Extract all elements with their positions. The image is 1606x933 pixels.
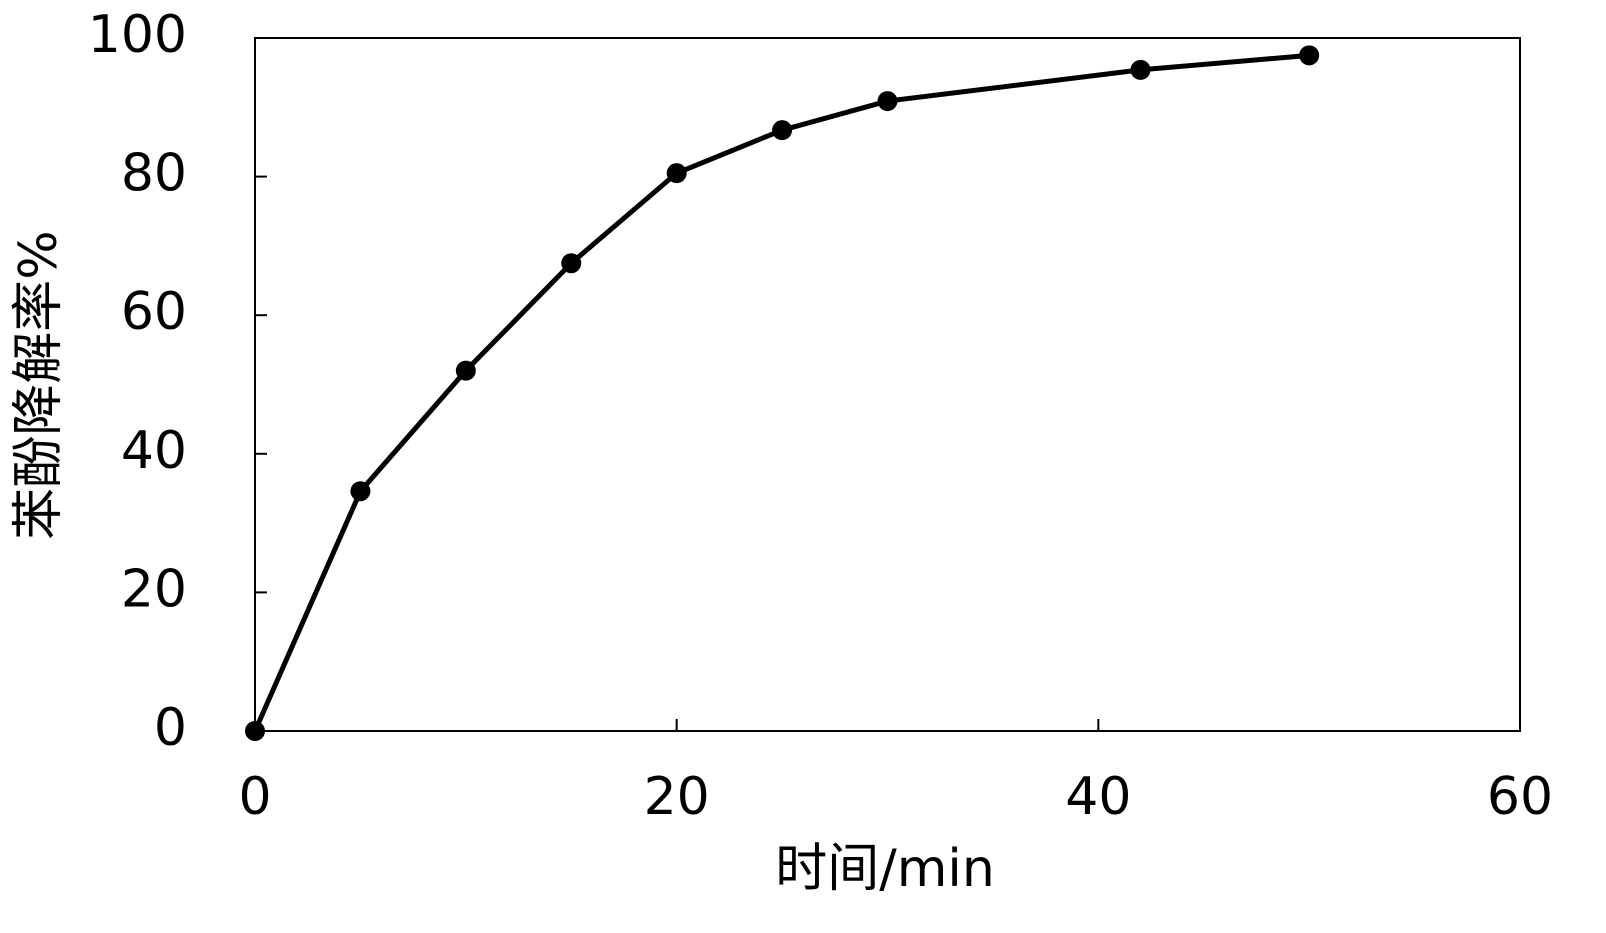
x-tick-label: 60 bbox=[1487, 767, 1553, 827]
data-point bbox=[666, 163, 687, 184]
y-tick-label: 20 bbox=[121, 559, 187, 619]
data-point bbox=[877, 91, 898, 112]
data-point bbox=[772, 120, 793, 141]
y-tick-label: 0 bbox=[154, 698, 187, 758]
y-tick-label: 40 bbox=[121, 421, 187, 481]
plot-frame bbox=[254, 37, 1521, 732]
data-point bbox=[455, 360, 476, 381]
x-axis-title: 时间/min bbox=[775, 839, 995, 899]
x-tick-label: 0 bbox=[238, 767, 271, 827]
y-tick-label: 80 bbox=[121, 144, 187, 204]
data-line bbox=[252, 52, 1310, 733]
x-tick-label: 20 bbox=[644, 767, 710, 827]
y-tick-label: 100 bbox=[88, 5, 187, 65]
y-tick-label: 60 bbox=[121, 282, 187, 342]
data-point bbox=[1130, 59, 1151, 80]
data-point bbox=[350, 481, 371, 502]
x-tick-label: 40 bbox=[1065, 767, 1131, 827]
data-point bbox=[245, 721, 265, 741]
y-axis-title: 苯酚降解率% bbox=[9, 230, 69, 539]
data-point bbox=[561, 253, 582, 274]
data-point bbox=[1299, 45, 1320, 66]
